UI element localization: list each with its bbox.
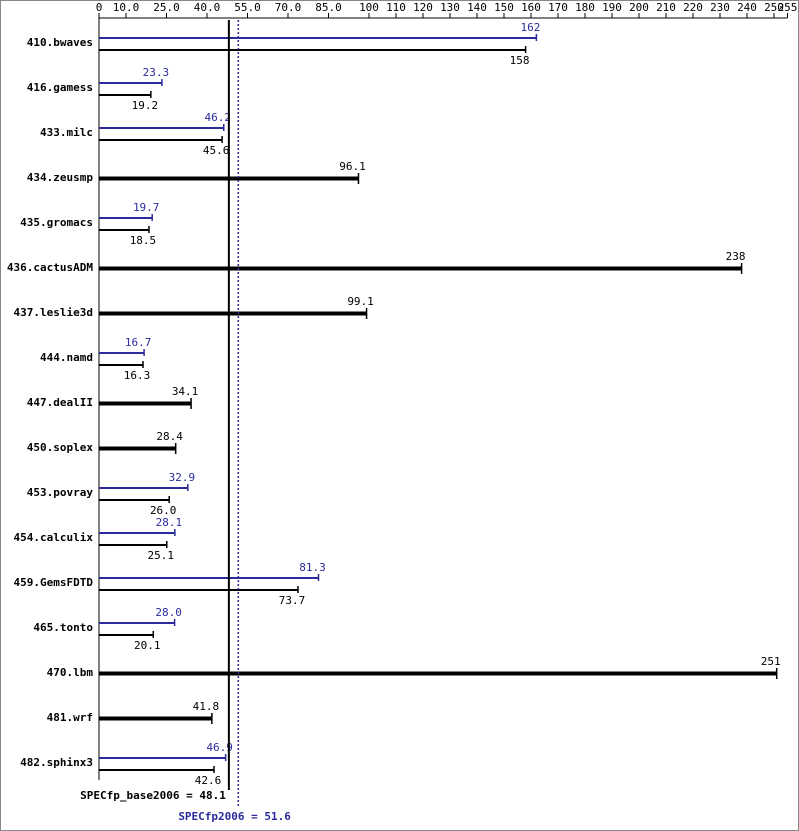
value-label: 26.0	[150, 504, 177, 517]
value-label: 46.2	[204, 111, 231, 124]
bar	[99, 634, 154, 636]
value-label: 16.7	[125, 336, 152, 349]
value-label: 162	[520, 21, 540, 34]
value-label: 45.6	[203, 144, 230, 157]
bar	[99, 716, 212, 721]
value-label: 34.1	[172, 385, 199, 398]
bar	[99, 401, 192, 406]
value-label: 251	[761, 655, 781, 668]
bar	[99, 487, 188, 489]
x-tick-label: 85.0	[315, 1, 342, 14]
x-tick-label: 110	[386, 1, 406, 14]
x-tick-label: 150	[494, 1, 514, 14]
value-label: 158	[510, 54, 530, 67]
x-tick-label: 210	[656, 1, 676, 14]
value-label: 25.1	[148, 549, 175, 562]
bar	[99, 589, 298, 591]
value-label: 19.2	[132, 99, 159, 112]
x-tick-label: 120	[413, 1, 433, 14]
value-label: 81.3	[299, 561, 326, 574]
bar	[99, 311, 367, 316]
category-label: 447.dealII	[27, 396, 93, 409]
x-tick-label: 160	[521, 1, 541, 14]
category-label: 416.gamess	[27, 81, 93, 94]
bar	[99, 352, 145, 354]
x-tick-label: 170	[548, 1, 568, 14]
value-label: 41.8	[193, 700, 220, 713]
category-label: 410.bwaves	[27, 36, 93, 49]
category-label: 453.povray	[27, 486, 94, 499]
value-label: 19.7	[133, 201, 160, 214]
bar	[99, 229, 149, 231]
bar	[99, 364, 144, 366]
reference-label: SPECfp_base2006 = 48.1	[80, 789, 226, 802]
x-tick-label: 220	[683, 1, 703, 14]
bar	[99, 49, 526, 51]
bar	[99, 622, 175, 624]
value-label: 99.1	[347, 295, 374, 308]
value-label: 28.1	[156, 516, 183, 529]
x-tick-label: 200	[629, 1, 649, 14]
value-label: 46.9	[206, 741, 233, 754]
reference-label: SPECfp2006 = 51.6	[178, 810, 291, 823]
value-label: 23.3	[143, 66, 170, 79]
category-label: 454.calculix	[14, 531, 94, 544]
value-label: 238	[726, 250, 746, 263]
value-label: 28.4	[156, 430, 183, 443]
category-label: 470.lbm	[47, 666, 94, 679]
category-label: 459.GemsFDTD	[14, 576, 94, 589]
x-tick-label: 100	[359, 1, 379, 14]
bar	[99, 446, 176, 451]
x-tick-label: 40.0	[194, 1, 221, 14]
x-tick-label: 70.0	[275, 1, 302, 14]
x-tick-label: 0	[96, 1, 103, 14]
x-tick-label: 130	[440, 1, 460, 14]
x-tick-label: 240	[737, 1, 757, 14]
category-label: 444.namd	[40, 351, 93, 364]
x-tick-label: 180	[575, 1, 595, 14]
x-tick-label: 255	[778, 1, 798, 14]
x-tick-label: 55.0	[234, 1, 261, 14]
bar	[99, 577, 319, 579]
bar	[99, 139, 223, 141]
category-label: 481.wrf	[47, 711, 93, 724]
category-label: 434.zeusmp	[27, 171, 94, 184]
bar	[99, 532, 175, 534]
value-label: 16.3	[124, 369, 151, 382]
category-label: 465.tonto	[33, 621, 93, 634]
bar	[99, 94, 151, 96]
bar	[99, 499, 170, 501]
bar	[99, 769, 215, 771]
bar	[99, 757, 226, 759]
bar	[99, 671, 777, 676]
value-label: 96.1	[339, 160, 366, 173]
bar	[99, 217, 153, 219]
value-label: 28.0	[155, 606, 182, 619]
x-tick-label: 190	[602, 1, 622, 14]
x-tick-label: 250	[764, 1, 784, 14]
x-tick-label: 10.0	[113, 1, 140, 14]
category-label: 437.leslie3d	[14, 306, 93, 319]
category-label: 436.cactusADM	[7, 261, 93, 274]
category-label: 450.soplex	[27, 441, 94, 454]
bar	[99, 37, 537, 39]
x-tick-label: 25.0	[153, 1, 180, 14]
value-label: 32.9	[169, 471, 196, 484]
value-label: 73.7	[279, 594, 306, 607]
category-label: 482.sphinx3	[20, 756, 93, 769]
value-label: 18.5	[130, 234, 157, 247]
bar	[99, 266, 742, 271]
x-tick-label: 230	[710, 1, 730, 14]
value-label: 42.6	[195, 774, 222, 787]
bar	[99, 127, 224, 129]
category-label: 433.milc	[40, 126, 93, 139]
bar	[99, 544, 167, 546]
bar	[99, 82, 162, 84]
x-tick-label: 140	[467, 1, 487, 14]
category-label: 435.gromacs	[20, 216, 93, 229]
value-label: 20.1	[134, 639, 161, 652]
